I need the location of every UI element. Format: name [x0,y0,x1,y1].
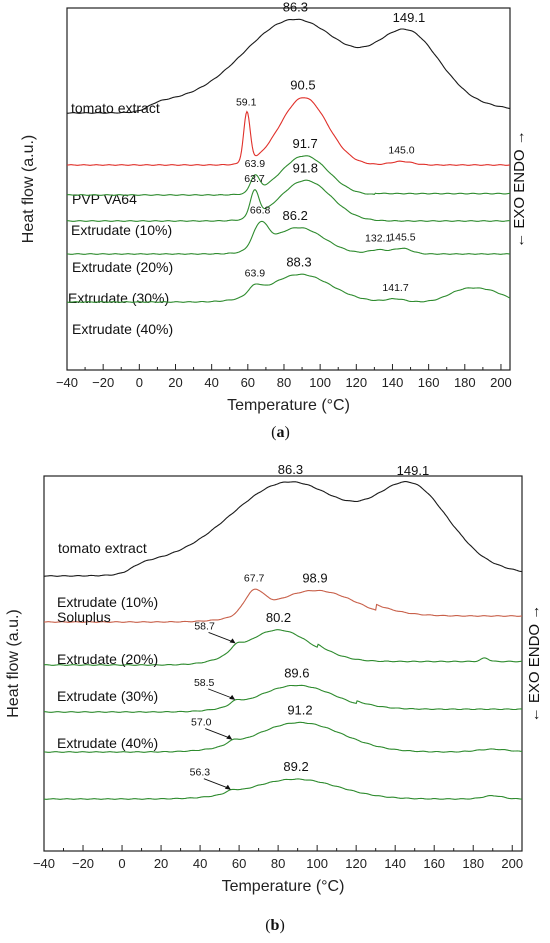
peak-label: 80.2 [266,610,291,625]
series-label: Extrudate (10%) [57,594,158,610]
peak-label: 58.7 [194,620,215,632]
x-tick-label: 60 [241,375,255,390]
x-tick-label: 80 [277,375,291,390]
plot-frame [66,7,511,371]
panel-label: (b) [265,917,285,934]
series-label: Extrudate (40%) [72,321,173,337]
series-line-2 [43,629,523,666]
peak-label: 145.0 [388,144,414,156]
series-line-5 [43,778,523,800]
peak-arrow [205,728,232,740]
x-tick-label: 120 [345,375,367,390]
peak-label: 57.0 [191,717,212,729]
peak-label: 89.2 [283,759,308,774]
x-tick-label: 60 [232,856,246,871]
series-line-3 [44,684,522,713]
x-tick-label: 140 [382,375,404,390]
x-tick-label: 180 [462,856,484,871]
series-label: Soluplus [57,609,111,625]
series-line-1 [43,588,523,623]
series-label: Extrudate (20%) [57,651,158,667]
chart-panel-b: −40 −20 0 20 40 60 80 100 120 140 160 180 200 Tempera… [5,462,543,934]
peak-label: 145.5 [389,231,415,243]
x-tick-label: 20 [168,375,182,390]
series-line-3 [67,179,510,222]
x-tick-label: −40 [33,856,55,871]
peak-arrowhead [229,638,236,644]
peak-label: 91.8 [293,160,318,175]
series-line-0 [66,18,510,114]
series-line-0 [43,481,523,577]
peak-arrow [208,688,235,700]
series-label: Extrudate (30%) [68,290,169,306]
series-line-4 [43,721,523,753]
x-tick-label: 140 [384,856,406,871]
peak-arrowhead [229,694,236,700]
x-tick-label: 200 [501,856,523,871]
peak-label: 91.7 [292,136,317,151]
x-tick-label: 180 [454,375,476,390]
peak-label: 132.1 [365,233,391,245]
series-label: Extrudate (10%) [71,222,172,238]
x-tick-label: −20 [92,375,114,390]
peak-label: 63.7 [244,173,265,185]
x-tick-label: 0 [136,375,143,390]
chart-panel-a: −40 −20 0 20 40 60 80 100 120 140 160 180 200 Tempera… [20,0,528,441]
series-label: PVP VA64 [72,191,137,207]
series-line-2 [66,155,511,196]
peak-label: 88.3 [286,254,311,269]
x-tick-label: 160 [418,375,440,390]
exo-endo-label: ← EXO ENDO → [526,605,543,723]
peak-label: 67.7 [244,573,265,585]
peak-label: 86.2 [283,208,308,223]
peak-arrow [208,632,235,643]
y-axis-label: Heat flow (a.u.) [5,609,22,717]
peak-arrowhead [224,784,231,790]
peak-label: 149.1 [393,10,426,25]
peak-label: 89.6 [284,665,309,680]
series-label: Extrudate (20%) [72,259,173,275]
x-tick-label: 200 [490,375,512,390]
x-tick-label: 100 [309,375,331,390]
series-label: tomato extract [58,540,147,556]
x-tick-label: 40 [204,375,218,390]
peak-label: 56.3 [190,767,211,779]
x-tick-label: 160 [423,856,445,871]
peak-label: 98.9 [302,571,327,586]
x-tick-label: 80 [271,856,285,871]
series-line-5 [66,273,511,303]
peak-label: 91.2 [287,703,312,718]
x-axis-label: Temperature (°C) [222,878,345,895]
panel-label: (a) [271,424,290,441]
peak-label: 58.5 [194,677,215,689]
series-label: Extrudate (30%) [57,688,158,704]
exo-endo-label: ← EXO ENDO → [511,130,528,248]
peak-arrow [203,778,231,790]
x-axis-label: Temperature (°C) [227,397,350,414]
peak-label: 63.9 [245,267,266,279]
series-line-1 [66,97,511,166]
peak-arrowhead [226,734,233,740]
series-line-4 [66,220,511,255]
series-label: tomato extract [71,100,160,116]
peak-label: 90.5 [290,78,315,93]
peak-label: 149.1 [397,463,430,478]
plot-frame [43,475,523,852]
x-tick-label: −40 [56,375,78,390]
peak-label: 141.7 [382,282,408,294]
peak-label: 66.8 [250,205,271,217]
peak-label: 63.9 [245,158,266,170]
x-tick-label: −20 [72,856,94,871]
x-tick-label: 0 [118,856,125,871]
peak-label: 86.3 [278,462,303,477]
x-tick-label: 120 [345,856,367,871]
x-tick-label: 40 [193,856,207,871]
y-axis-label: Heat flow (a.u.) [20,135,37,243]
series-label: Extrudate (40%) [57,735,158,751]
peak-label: 86.3 [283,0,308,14]
x-tick-label: 100 [306,856,328,871]
peak-label: 59.1 [236,96,257,108]
x-tick-label: 20 [154,856,168,871]
